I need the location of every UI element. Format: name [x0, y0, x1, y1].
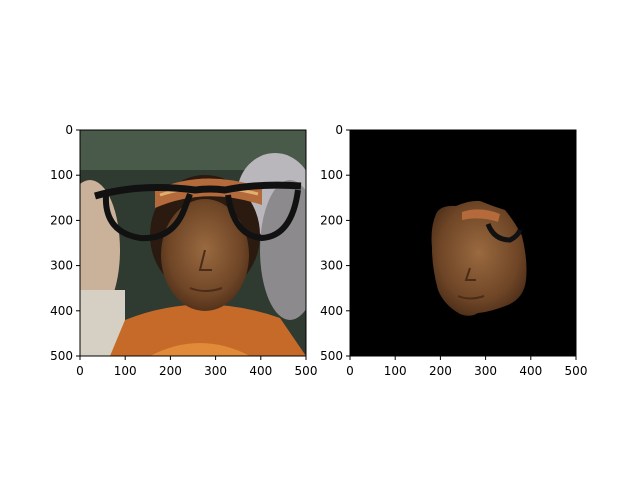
right-xtick-label: 100: [384, 364, 407, 378]
right-xtick-label: 0: [346, 364, 354, 378]
right-ytick-label: 400: [320, 304, 343, 318]
left-ytick-label: 100: [50, 168, 73, 182]
left-xtick-label: 100: [114, 364, 137, 378]
left-xtick-label: 200: [159, 364, 182, 378]
right-ytick-label: 200: [320, 213, 343, 227]
right-xtick-label: 400: [519, 364, 542, 378]
right-ytick-label: 100: [320, 168, 343, 182]
right-mask-image: [350, 130, 576, 356]
left-axes-frame: [79, 129, 307, 357]
left-photo: [80, 130, 306, 356]
left-ytick-label: 200: [50, 213, 73, 227]
right-ytick-label: 500: [320, 349, 343, 363]
left-xtick-label: 500: [295, 364, 318, 378]
left-ytick-label: 400: [50, 304, 73, 318]
right-xtick-label: 200: [429, 364, 452, 378]
right-xtick-label: 300: [474, 364, 497, 378]
left-ytick-label: 500: [50, 349, 73, 363]
right-axes-frame: [349, 129, 577, 357]
left-xtick-label: 400: [249, 364, 272, 378]
left-xtick-label: 0: [76, 364, 84, 378]
left-xtick-label: 300: [204, 364, 227, 378]
left-ytick-label: 0: [65, 123, 73, 137]
right-ytick-label: 300: [320, 259, 343, 273]
right-ytick-label: 0: [335, 123, 343, 137]
right-xtick-label: 500: [565, 364, 588, 378]
left-ytick-label: 300: [50, 259, 73, 273]
